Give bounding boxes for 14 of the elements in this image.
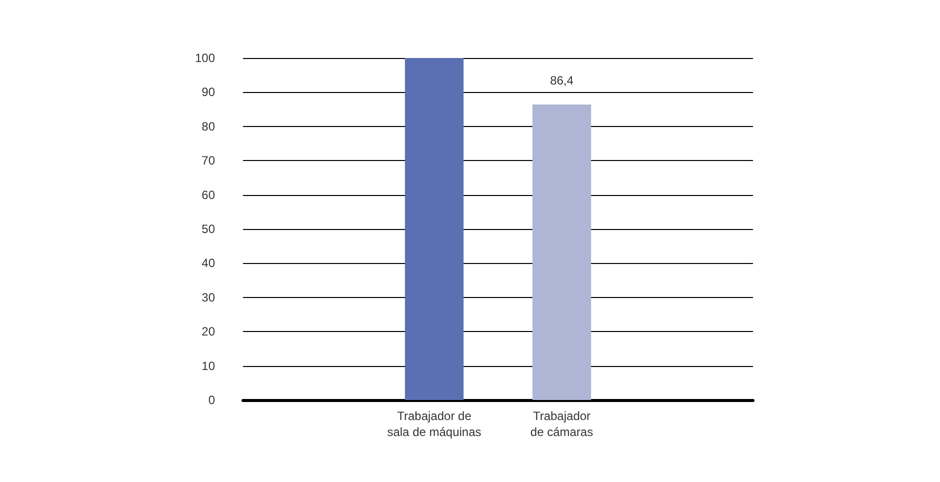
y-tick-label: 70	[202, 154, 216, 168]
x-tick-label: Trabajador de sala de máquinas	[387, 409, 482, 439]
y-tick-label: 50	[202, 222, 216, 236]
x-tick-label: Trabajador de cámaras	[530, 409, 594, 439]
y-tick-label: 80	[202, 119, 216, 134]
y-tick-label: 30	[202, 290, 216, 304]
y-tick-label: 40	[202, 256, 216, 270]
y-tick-label: 10	[202, 358, 216, 373]
y-tick-label: 60	[202, 188, 216, 202]
y-tick-label: 100	[194, 51, 216, 65]
y-tick-label: 20	[202, 324, 216, 339]
y-tick-label: 90	[202, 85, 216, 100]
data-label: 86,4	[550, 74, 574, 88]
y-tick-label: 0	[208, 393, 216, 407]
